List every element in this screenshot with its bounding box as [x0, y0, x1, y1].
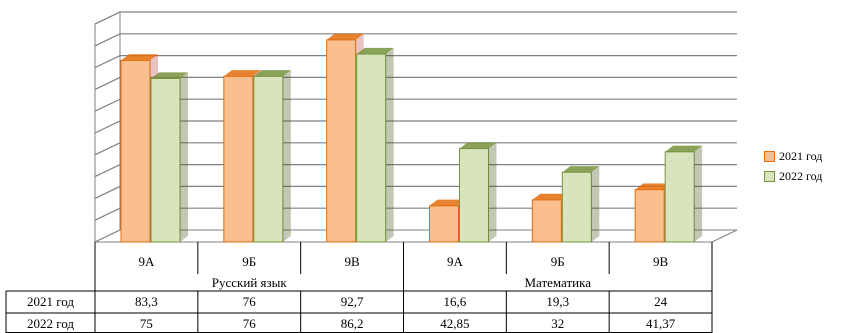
gridlines: [94, 11, 737, 221]
legend-label-2021: 2021 год: [779, 148, 823, 163]
bar-top: [121, 54, 158, 61]
bar-side: [385, 47, 394, 243]
legend-item-2021: 2021 год: [764, 146, 822, 166]
bars: [120, 33, 703, 243]
bar-side: [591, 166, 600, 242]
data-label: 92,7: [341, 294, 364, 309]
bar-side: [282, 70, 291, 242]
data-label: 86,2: [341, 316, 364, 331]
bar-2022-2: [356, 47, 394, 243]
bar-side: [694, 145, 703, 242]
bar-top: [326, 33, 364, 40]
category-label: 9Б: [242, 254, 256, 269]
data-label: 75: [140, 316, 153, 331]
data-label: 16,6: [444, 294, 467, 309]
bar-top: [665, 145, 703, 152]
legend-swatch-2022: [764, 170, 775, 182]
legend-swatch-2021: [764, 150, 775, 162]
bar-top: [356, 47, 394, 55]
gridline: [94, 120, 737, 134]
bar-side: [180, 72, 188, 242]
category-label: 9В: [653, 254, 669, 269]
gridline: [94, 207, 737, 221]
bar-top: [459, 142, 497, 149]
bar-2022-0: [150, 72, 188, 243]
bar-front: [664, 151, 695, 243]
bar-front: [326, 39, 357, 243]
bar-front: [150, 78, 181, 243]
category-label: 9А: [447, 254, 464, 269]
bar-front: [531, 199, 562, 243]
data-label: 42,85: [440, 316, 469, 331]
data-label: 32: [551, 316, 564, 331]
legend-item-2022: 2022 год: [764, 166, 822, 186]
legend-label-2022: 2022 год: [779, 168, 823, 183]
bar-top: [429, 199, 467, 206]
data-table: 9А 9Б 9В 9А 9Б 9В Русский язык Математика 2021 г…: [5, 242, 713, 333]
bar-top: [151, 72, 188, 79]
category-label: 9А: [138, 254, 155, 269]
bar-front: [223, 75, 254, 243]
data-label: 83,3: [135, 294, 158, 309]
legend: 2021 год 2022 год: [764, 146, 822, 186]
data-label: 41,37: [646, 316, 676, 331]
bar-front: [120, 59, 151, 243]
row-header: 2021 год: [27, 294, 74, 309]
gridline: [94, 33, 737, 47]
data-label: 19,3: [546, 294, 569, 309]
data-label: 24: [654, 294, 668, 309]
bar-2022-1: [253, 70, 291, 243]
gridline: [94, 98, 737, 112]
bar-2022-3: [459, 142, 497, 243]
bar-2022-5: [664, 145, 703, 243]
bar-front: [561, 171, 592, 243]
category-label: 9Б: [551, 254, 565, 269]
bar-front: [253, 75, 284, 243]
gridline: [94, 164, 737, 178]
bar-top: [635, 183, 673, 190]
bar-top: [562, 166, 600, 173]
gridline: [94, 76, 737, 90]
category-label: 9В: [344, 254, 360, 269]
gridline: [94, 185, 737, 199]
bar-front: [459, 148, 489, 243]
bar-2022-4: [561, 166, 600, 243]
group-label: Математика: [524, 275, 591, 290]
gridline: [94, 142, 737, 156]
bar-front: [634, 189, 665, 243]
gridline: [94, 11, 737, 25]
group-label: Русский язык: [212, 275, 288, 290]
data-label: 76: [243, 316, 257, 331]
data-label: 76: [243, 294, 257, 309]
gridline: [94, 54, 737, 69]
bar-top: [253, 70, 291, 77]
bar-top: [532, 193, 570, 200]
row-header: 2022 год: [27, 316, 74, 331]
bar-2021-1: [223, 70, 261, 243]
bar-side: [488, 142, 497, 242]
bar-front: [356, 53, 387, 243]
bar-front: [429, 205, 459, 243]
bar-top: [223, 70, 261, 77]
